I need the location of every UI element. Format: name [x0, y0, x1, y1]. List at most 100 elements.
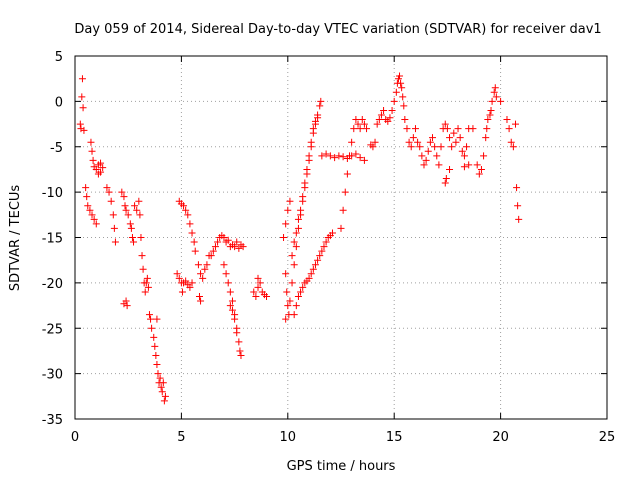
- data-point: [422, 156, 430, 164]
- data-point: [401, 116, 409, 124]
- data-point: [282, 315, 290, 323]
- data-point: [186, 220, 194, 228]
- data-point: [507, 138, 515, 146]
- data-point: [443, 125, 451, 133]
- data-point: [380, 106, 388, 114]
- data-point: [388, 106, 396, 114]
- data-point: [87, 138, 95, 146]
- data-point: [294, 292, 302, 300]
- x-tick-label: 0: [71, 430, 79, 445]
- data-point: [194, 261, 202, 269]
- data-point: [326, 152, 334, 160]
- data-point: [142, 279, 150, 287]
- data-point: [231, 315, 239, 323]
- x-tick-label: 10: [280, 430, 297, 445]
- data-point: [130, 238, 138, 246]
- data-point: [354, 120, 362, 128]
- data-point: [322, 238, 330, 246]
- data-point: [437, 143, 445, 151]
- data-point: [77, 125, 85, 133]
- data-point: [207, 252, 215, 260]
- data-point: [220, 261, 228, 269]
- data-point: [373, 120, 381, 128]
- data-point: [88, 147, 96, 155]
- y-tick-label: -20: [42, 277, 63, 292]
- data-point: [122, 206, 130, 214]
- data-point: [294, 224, 302, 232]
- x-tick-label: 25: [599, 430, 616, 445]
- chart-title: Day 059 of 2014, Sidereal Day-to-day VTE…: [74, 22, 601, 37]
- data-point: [290, 311, 298, 319]
- data-point: [371, 138, 379, 146]
- data-point: [190, 238, 198, 246]
- data-point: [209, 247, 217, 255]
- data-point: [78, 75, 86, 83]
- data-point: [139, 265, 147, 273]
- data-point: [297, 288, 305, 296]
- data-point: [377, 111, 385, 119]
- data-point: [311, 117, 319, 125]
- x-tick-label: 15: [386, 430, 403, 445]
- data-point: [111, 238, 119, 246]
- data-point: [263, 292, 271, 300]
- data-point: [89, 156, 97, 164]
- data-point: [126, 220, 134, 228]
- data-point: [197, 297, 205, 305]
- data-point: [76, 120, 84, 128]
- data-point: [515, 215, 523, 223]
- data-point: [454, 125, 462, 133]
- data-point: [131, 202, 139, 210]
- data-point: [475, 170, 483, 178]
- data-point: [231, 243, 239, 251]
- data-point: [477, 165, 485, 173]
- data-point: [318, 247, 326, 255]
- data-point: [343, 170, 351, 178]
- data-point: [384, 117, 392, 125]
- data-point: [82, 184, 90, 192]
- data-point: [214, 238, 222, 246]
- data-point: [124, 211, 132, 219]
- data-point: [292, 229, 300, 237]
- data-point: [503, 116, 511, 124]
- data-point: [348, 138, 356, 146]
- data-point: [107, 197, 115, 205]
- data-point: [339, 153, 347, 161]
- data-point: [337, 224, 345, 232]
- data-point: [211, 243, 219, 251]
- data-point: [226, 288, 234, 296]
- data-point: [360, 120, 368, 128]
- data-point: [284, 206, 292, 214]
- data-point: [203, 261, 211, 269]
- data-point: [286, 197, 294, 205]
- data-point: [160, 397, 168, 405]
- data-point: [465, 161, 473, 169]
- data-point: [456, 134, 464, 142]
- data-point: [403, 125, 411, 133]
- data-point: [487, 106, 495, 114]
- data-point: [488, 97, 496, 105]
- data-point: [250, 288, 258, 296]
- data-point: [290, 261, 298, 269]
- data-point: [360, 156, 368, 164]
- data-point: [433, 152, 441, 160]
- data-point: [299, 193, 307, 201]
- data-point: [235, 244, 243, 252]
- axis-ticks: 0 5 10 15 20 25 5 0 -5 -10 -15 -20 -25 -30 -35: [42, 50, 616, 445]
- data-point: [492, 93, 500, 101]
- data-point: [286, 297, 294, 305]
- data-point: [463, 143, 471, 151]
- x-tick-label: 20: [492, 430, 509, 445]
- data-point: [414, 138, 422, 146]
- data-point: [127, 224, 135, 232]
- data-point: [305, 274, 313, 282]
- data-point: [514, 202, 522, 210]
- data-point: [224, 279, 232, 287]
- data-point: [309, 125, 317, 133]
- data-point: [161, 392, 169, 400]
- data-point: [222, 270, 230, 278]
- data-point: [490, 88, 498, 96]
- data-point: [175, 274, 183, 282]
- data-point: [460, 152, 468, 160]
- data-point: [416, 143, 424, 151]
